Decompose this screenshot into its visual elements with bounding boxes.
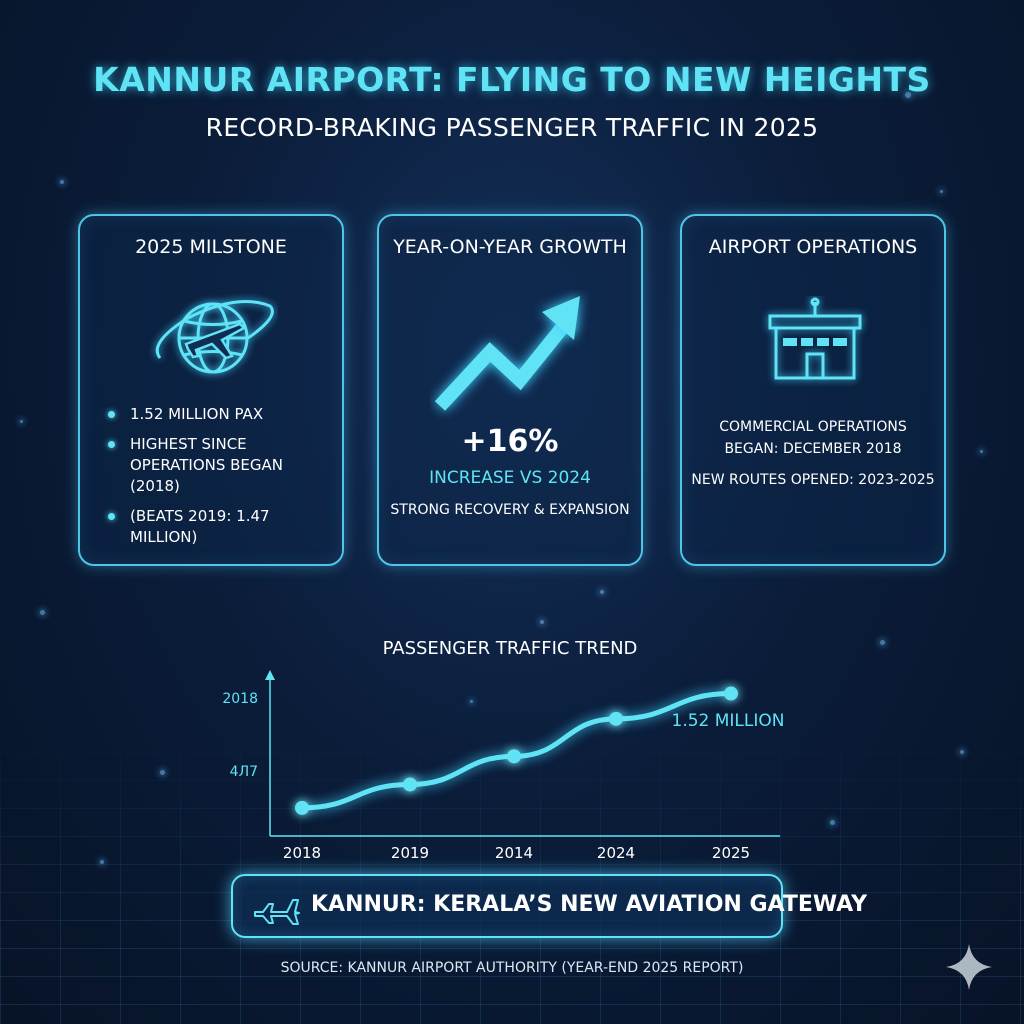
data-point	[724, 686, 738, 701]
page-subtitle: RECORD-BRAKING PASSENGER TRAFFIC IN 2025	[205, 113, 819, 142]
source-note: SOURCE: KANNUR AIRPORT AUTHORITY (YEAR-E…	[280, 960, 744, 976]
operations-line-1: COMMERCIAL OPERATIONS	[719, 419, 907, 435]
x-tick-label: 2018	[283, 844, 321, 862]
x-tick-label: 2025	[712, 844, 750, 862]
growth-increase-label: INCREASE VS 2024	[429, 468, 591, 488]
y-tick-label: 4Л7	[230, 764, 258, 780]
list-item: 1.52 MILLION PAX	[108, 404, 334, 425]
sparkle-icon	[946, 944, 992, 990]
y-axis-arrow	[265, 670, 275, 680]
terminal-building-icon	[768, 297, 862, 380]
y-tick-label: 2018	[222, 691, 258, 707]
page-title: KANNUR AIRPORT: FLYING TO NEW HEIGHTS	[93, 60, 931, 99]
milestone-card: 2025 MILSTONE 1.52 MILLION PAX HIGHEST S…	[78, 214, 344, 566]
milestone-card-title: 2025 MILSTONE	[135, 236, 287, 258]
x-tick-label: 2019	[391, 844, 429, 862]
globe-plane-icon	[155, 300, 274, 374]
operations-card-title: AIRPORT OPERATIONS	[708, 236, 918, 258]
growth-percent: +16%	[461, 424, 559, 459]
list-item: (BEATS 2019: 1.47 MILLION)	[108, 506, 334, 548]
operations-card: AIRPORT OPERATIONS COMMERCIAL OPERATIONS…	[680, 214, 946, 566]
data-point	[403, 777, 417, 792]
data-point	[507, 749, 521, 764]
data-point	[609, 711, 623, 726]
airplane-icon	[254, 899, 300, 925]
milestone-bullet-list: 1.52 MILLION PAX HIGHEST SINCE OPERATION…	[108, 404, 334, 557]
growth-note: STRONG RECOVERY & EXPANSION	[390, 502, 630, 518]
growth-card: YEAR-ON-YEAR GROWTH	[377, 214, 643, 566]
annotation-label: 1.52 MILLION	[672, 711, 785, 731]
gateway-banner: KANNUR: KERALA’S NEW AVIATION GATEWAY	[231, 874, 867, 938]
operations-line-2: BEGAN: DECEMBER 2018	[724, 441, 902, 457]
x-tick-label: 2014	[495, 844, 533, 862]
list-item: HIGHEST SINCE OPERATIONS BEGAN (2018)	[108, 434, 334, 497]
operations-line-3: NEW ROUTES OPENED: 2023-2025	[691, 472, 935, 488]
growth-card-title: YEAR-ON-YEAR GROWTH	[393, 236, 627, 258]
data-point	[295, 800, 309, 815]
banner-text: KANNUR: KERALA’S NEW AVIATION GATEWAY	[311, 892, 868, 917]
chart-title: PASSENGER TRAFFIC TREND	[382, 638, 638, 659]
x-tick-label: 2024	[597, 844, 635, 862]
trend-arrow-icon	[434, 296, 580, 411]
